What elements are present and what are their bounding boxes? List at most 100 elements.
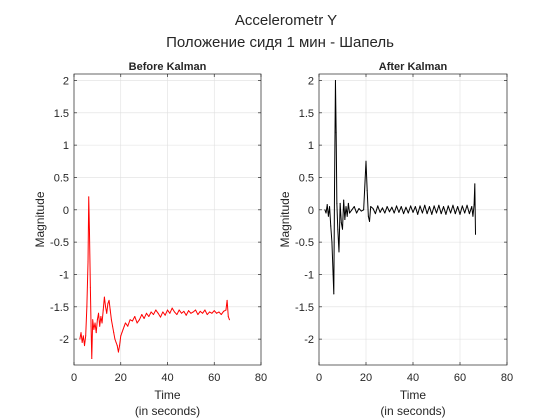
series-0-point-77 xyxy=(209,311,211,313)
series-0-point-61 xyxy=(171,307,173,309)
x-tick-label-60: 60 xyxy=(454,372,466,384)
series-0-point-14 xyxy=(93,328,95,330)
x-axis-label: Time xyxy=(400,388,427,402)
series-0-point-33 xyxy=(115,341,117,343)
series-0-point-54 xyxy=(417,213,419,215)
series-0-point-32 xyxy=(114,338,116,340)
series-0-point-28 xyxy=(360,210,362,212)
series-0-point-72 xyxy=(459,213,461,215)
x-tick-label-0: 0 xyxy=(71,372,77,384)
series-0-point-69 xyxy=(452,204,454,206)
series-0-point-51 xyxy=(148,316,150,317)
x-tick-label-40: 40 xyxy=(161,372,173,384)
series-0-point-16 xyxy=(340,222,342,224)
series-0-point-45 xyxy=(134,316,136,317)
series-0-point-49 xyxy=(143,317,145,319)
series-0-point-51 xyxy=(410,205,412,207)
series-0-point-53 xyxy=(152,314,154,316)
series-0-point-65 xyxy=(443,206,445,208)
y-tick-label-2: 2 xyxy=(63,75,69,87)
series-0-point-46 xyxy=(398,211,400,213)
series-0-point-45 xyxy=(396,205,398,207)
series-0-point-4 xyxy=(84,345,86,347)
y-tick-label-1-5: -1.5 xyxy=(50,302,69,314)
series-0-point-41 xyxy=(124,322,126,324)
series-0-point-1 xyxy=(80,332,82,334)
series-0-point-56 xyxy=(159,316,161,318)
series-0-point-34 xyxy=(116,345,118,347)
x-tick-label-40: 40 xyxy=(407,372,419,384)
series-0-point-74 xyxy=(464,212,466,214)
y-tick-label-0-5: 0.5 xyxy=(299,172,314,184)
series-0-point-24 xyxy=(105,306,107,308)
series-0-point-22 xyxy=(347,202,349,204)
series-0-point-59 xyxy=(428,206,430,208)
series-0-point-43 xyxy=(391,206,393,208)
y-tick-label-0-5: -0.5 xyxy=(50,237,69,249)
series-0-point-11 xyxy=(335,131,337,133)
figure-subtitle: Положение сидя 1 мин - Шапель xyxy=(166,34,394,51)
x-axis-label: Time xyxy=(154,388,181,402)
series-0-point-19 xyxy=(99,325,101,327)
series-0-point-58 xyxy=(426,213,428,215)
series-0-point-15 xyxy=(94,322,96,324)
series-0-point-80 xyxy=(216,312,218,314)
series-0-point-72 xyxy=(197,314,199,316)
series-0-point-54 xyxy=(155,309,157,311)
series-0-point-13 xyxy=(337,228,339,230)
series-0-point-9 xyxy=(334,189,336,191)
series-0-point-23 xyxy=(103,296,105,298)
series-line-0 xyxy=(79,196,230,360)
series-0-point-29 xyxy=(363,209,365,211)
series-0-point-7 xyxy=(87,261,89,263)
series-0-point-1 xyxy=(325,212,327,214)
series-0-point-23 xyxy=(349,212,351,214)
series-0-point-68 xyxy=(188,310,190,312)
series-0-point-76 xyxy=(206,314,208,316)
series-0-point-64 xyxy=(178,309,180,311)
series-0-point-42 xyxy=(389,211,390,213)
y-tick-label-1-5: 1.5 xyxy=(54,108,69,120)
series-0-point-83 xyxy=(223,310,225,312)
series-0-point-60 xyxy=(431,213,433,215)
series-0-point-40 xyxy=(123,325,125,327)
series-0-point-22 xyxy=(102,309,104,311)
series-0-point-26 xyxy=(356,212,358,214)
x-axis-label-units: (in seconds) xyxy=(380,404,445,418)
series-0-point-80 xyxy=(474,183,476,185)
series-0-point-21 xyxy=(101,322,103,324)
series-0-point-76 xyxy=(468,213,470,215)
panel-after-kalman: 0 20 40 60 80 -2 -1.5 -1 -0.5 0 0.5 1 1.5 2 After Kalm… xyxy=(278,61,513,418)
series-0-point-35 xyxy=(372,208,374,210)
series-0-point-81 xyxy=(218,311,220,313)
series-0-point-47 xyxy=(400,206,402,208)
series-0-point-62 xyxy=(436,212,437,214)
series-0-point-2 xyxy=(326,204,328,206)
series-0-point-55 xyxy=(419,205,421,207)
series-0-point-29 xyxy=(110,319,112,321)
series-0-point-9 xyxy=(88,228,90,230)
series-0-point-50 xyxy=(407,212,409,214)
series-0-point-2 xyxy=(81,341,83,343)
series-0-point-57 xyxy=(424,204,426,206)
series-0-point-79 xyxy=(213,310,215,312)
y-tick-label-1: -1 xyxy=(304,269,314,281)
series-0-point-63 xyxy=(176,314,178,316)
series-0-point-49 xyxy=(405,206,407,208)
series-0-point-43 xyxy=(129,319,131,321)
series-0-point-74 xyxy=(202,312,204,314)
panel-title: After Kalman xyxy=(379,61,448,73)
y-tick-label-2: -2 xyxy=(304,334,314,346)
x-tick-label-80: 80 xyxy=(255,372,267,384)
series-0-point-73 xyxy=(461,205,463,207)
series-0-point-68 xyxy=(450,212,452,214)
series-0-point-14 xyxy=(338,251,340,253)
series-0-point-31 xyxy=(113,332,115,334)
series-0-point-59 xyxy=(167,309,168,311)
series-0-point-13 xyxy=(92,319,94,321)
series-0-point-53 xyxy=(414,206,416,208)
series-0-point-52 xyxy=(150,311,152,313)
series-0-point-58 xyxy=(164,314,166,316)
series-0-point-6 xyxy=(86,306,88,308)
